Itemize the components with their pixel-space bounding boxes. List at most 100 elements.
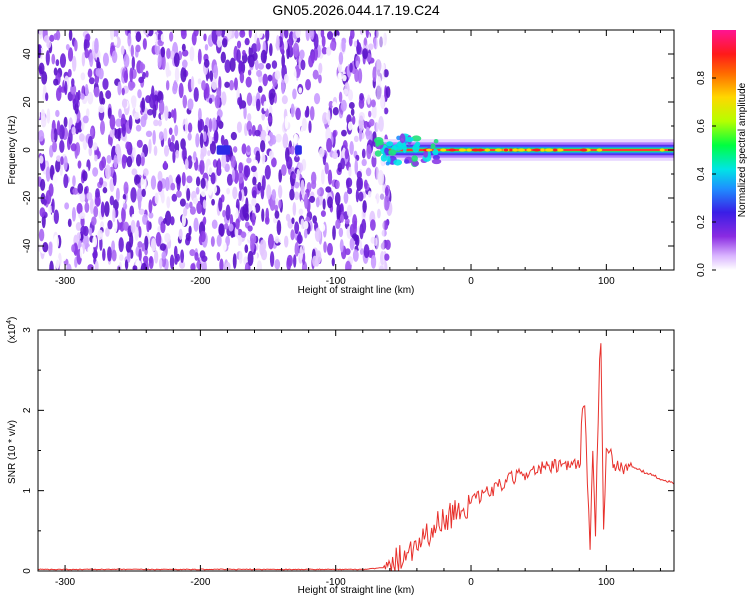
spectrogram-noise-cell <box>230 131 237 141</box>
spectrogram-noise-cell <box>116 146 122 163</box>
spectrogram-noise-cell <box>174 124 179 137</box>
spectrogram-noise-cell <box>246 145 251 153</box>
snr-y-axis: 0 1 2 3 <box>22 327 674 574</box>
spectrogram-noise-cell <box>45 50 50 66</box>
spectrogram-noise-cell <box>199 250 206 259</box>
spectrogram-noise-cell <box>45 92 49 102</box>
spectrogram-noise-cell <box>331 257 335 267</box>
spectrogram-noise-cell <box>309 106 315 121</box>
spectrogram-noise-cell <box>311 204 316 219</box>
spectrogram-noise-cell <box>221 38 228 48</box>
spectrogram-noise-cell <box>105 144 112 153</box>
spectrogram-noise-cell <box>142 255 149 264</box>
spectrogram-noise-cell <box>363 37 368 46</box>
spectrogram-noise-cell <box>295 30 301 39</box>
spectrogram-noise-cell <box>142 213 148 226</box>
spectrogram-noise-cell <box>200 177 206 189</box>
spectrogram-noise-cell <box>361 158 367 167</box>
spectrogram-noise-cell <box>319 223 326 232</box>
spectrogram-noise-cell <box>181 172 186 187</box>
spectrogram-transition-cell <box>393 143 404 152</box>
spectrogram-noise-cell <box>87 68 93 78</box>
spectrogram-noise-cell <box>294 242 300 257</box>
spectrogram-noise-cell <box>159 243 167 251</box>
spectrogram-noise-cell <box>348 35 353 47</box>
spectrogram-noise-cell <box>255 98 261 112</box>
spectrogram-noise-cell <box>267 115 273 123</box>
spectrogram-transition-cell <box>411 160 420 167</box>
snr-y-tick-label: 3 <box>22 327 33 333</box>
spectrogram-noise-cell <box>171 109 175 118</box>
spectrogram-noise-cell <box>337 62 342 73</box>
spectrogram-noise-cell <box>362 48 369 60</box>
spectrogram-noise-cell <box>383 69 389 78</box>
spectrogram-noise-cell <box>216 115 221 127</box>
spectrogram-transition-cell <box>423 150 429 158</box>
spectrogram-transition-cell <box>399 133 406 144</box>
spectrogram-noise-cell <box>53 234 59 250</box>
spectrogram-noise-cell <box>119 254 124 262</box>
spectrogram-noise-cell <box>94 154 98 162</box>
spectrogram-noise-cell <box>43 35 50 43</box>
spectrogram-noise-cell <box>278 234 284 244</box>
spectrogram-noise-cell <box>208 184 213 196</box>
spectrogram-noise-cell <box>278 199 282 209</box>
spectrogram-noise-cell <box>252 189 257 199</box>
spectrogram-noise-cell <box>314 227 322 242</box>
spectrogram-noise-cell <box>369 219 376 231</box>
spectrogram-noise-cell <box>274 204 279 212</box>
spectrogram-noise-cell <box>265 135 271 142</box>
spectrogram-noise-cell <box>117 127 121 142</box>
spectrogram-noise-cell <box>195 176 201 187</box>
spectrogram-noise-cell <box>213 64 219 80</box>
spectrogram-noise-cell <box>294 191 300 201</box>
spectrogram-noise-cell <box>243 105 247 120</box>
spectrogram-noise-cell <box>299 49 305 60</box>
spectrogram-noise-cell <box>274 236 280 244</box>
spectrogram-noise-cell <box>99 236 103 251</box>
spectrogram-noise-cell <box>284 235 289 248</box>
spectrogram-noise-cell <box>235 218 240 230</box>
spectrogram-noise-cell <box>189 249 196 257</box>
spectrogram-noise-cell <box>286 254 293 267</box>
spectrogram-noise-cell <box>315 155 319 169</box>
spectrogram-noise-cell <box>209 140 217 155</box>
spectrogram-noise-cell <box>77 183 84 194</box>
spectrogram-noise-cell <box>339 214 345 223</box>
spectrogram-noise-cell <box>351 115 356 125</box>
spectrogram-noise-cell <box>141 188 146 198</box>
spectrogram-noise-cell <box>263 100 268 112</box>
spectrogram-noise-cell <box>46 41 52 49</box>
snr-y-tick-label: 0 <box>22 568 33 574</box>
spectrogram-noise-cell <box>68 129 73 145</box>
spectrogram-noise-cell <box>318 74 322 84</box>
spectrogram-noise-cell <box>327 196 333 209</box>
spectrogram-noise-cell <box>324 162 329 175</box>
spectrogram-noise-cell <box>212 184 218 194</box>
spectrogram-noise-cell <box>293 155 300 163</box>
spectrogram-noise-cell <box>212 159 218 168</box>
spectrogram-noise-cell <box>109 195 115 206</box>
spectrogram-noise-cell <box>135 44 141 53</box>
spectrogram-noise-cell <box>203 131 207 143</box>
spectrogram-noise-cell <box>74 39 78 52</box>
spectrogram-noise-cell <box>246 157 252 164</box>
spectrogram-noise-cell <box>140 262 148 270</box>
spectrogram-noise-cell <box>338 91 343 103</box>
spectrogram-noise-cell <box>368 118 375 127</box>
spectrogram-noise-cell <box>94 197 101 207</box>
spectrogram-noise-cell <box>88 227 93 236</box>
spectrogram-noise-cell <box>81 52 86 67</box>
spectrogram-noise-cell <box>344 248 351 256</box>
spectrogram-noise-cell <box>76 232 81 241</box>
spectrogram-noise-cell <box>216 86 222 99</box>
spectrogram-noise-cell <box>292 42 300 58</box>
spectrogram-noise-cell <box>271 157 277 168</box>
spectrogram-noise-cell <box>123 53 130 68</box>
spectrogram-noise-cell <box>385 239 391 251</box>
spectrogram-noise-cell <box>214 129 219 142</box>
spectrogram-noise-cell <box>238 60 244 75</box>
spectrogram-noise-cell <box>148 93 156 109</box>
spectrogram-noise-cell <box>139 61 144 74</box>
spectrogram-noise-cell <box>277 184 283 199</box>
